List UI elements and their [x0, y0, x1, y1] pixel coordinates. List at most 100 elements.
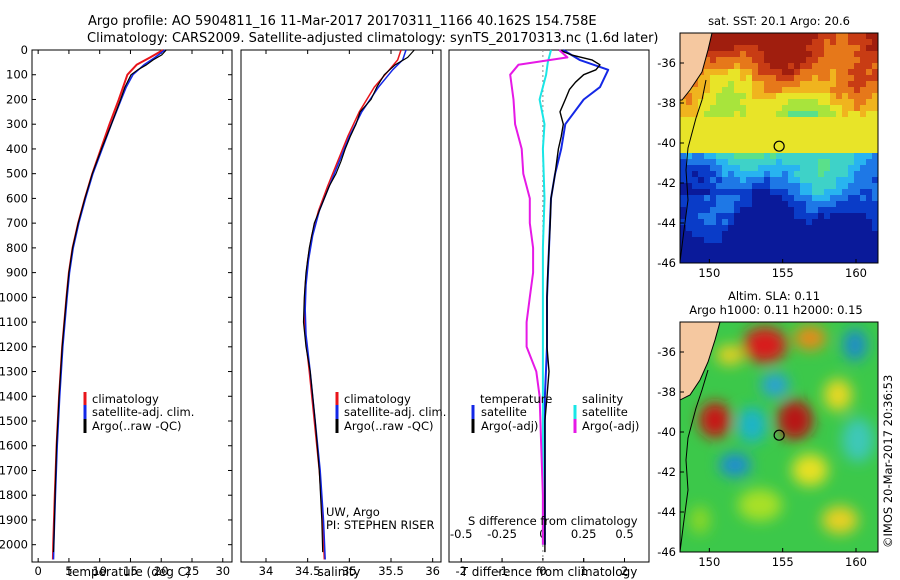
sst-cell	[818, 231, 824, 237]
sst-cell	[824, 219, 830, 225]
sst-cell	[788, 33, 794, 39]
sst-cell	[752, 189, 758, 195]
sst-cell	[866, 195, 872, 201]
sst-cell	[716, 219, 722, 225]
sst-cell	[818, 171, 824, 177]
sst-cell	[740, 159, 746, 165]
legend-label-s-satellite: satellite	[582, 405, 628, 419]
y-tick-label: 1600	[0, 439, 28, 453]
sst-cell	[806, 45, 812, 51]
sst-cell	[758, 135, 764, 141]
sst-cell	[830, 45, 836, 51]
sst-cell	[794, 153, 800, 159]
sst-cell	[800, 75, 806, 81]
sst-cell	[788, 153, 794, 159]
lat-tick-label: -46	[657, 545, 676, 559]
sst-cell	[788, 237, 794, 243]
sst-cell	[806, 57, 812, 63]
sst-cell	[758, 261, 764, 263]
sst-cell	[818, 117, 824, 123]
sst-cell	[848, 249, 854, 255]
sst-cell	[746, 153, 752, 159]
sst-cell	[698, 153, 704, 159]
sst-cell	[698, 165, 704, 171]
sst-cell	[746, 33, 752, 39]
sst-cell	[806, 207, 812, 213]
sst-cell	[698, 111, 704, 117]
sst-cell	[860, 147, 866, 153]
sst-cell	[776, 249, 782, 255]
sst-cell	[776, 99, 782, 105]
sst-cell	[818, 243, 824, 249]
sst-cell	[860, 201, 866, 207]
sst-cell	[716, 213, 722, 219]
x-tick-label: 30	[215, 564, 230, 578]
sst-cell	[788, 81, 794, 87]
sst-cell	[854, 45, 860, 51]
sst-cell	[842, 75, 848, 81]
sst-cell	[806, 81, 812, 87]
sst-cell	[740, 171, 746, 177]
sst-cell	[758, 171, 764, 177]
sst-cell	[758, 105, 764, 111]
sst-cell	[728, 261, 734, 263]
sst-cell	[722, 75, 728, 81]
sst-cell	[728, 33, 734, 39]
sst-cell	[716, 63, 722, 69]
sst-cell	[812, 135, 818, 141]
sst-cell	[716, 225, 722, 231]
sst-cell	[842, 159, 848, 165]
sst-cell	[776, 45, 782, 51]
sst-cell	[716, 189, 722, 195]
sst-cell	[830, 93, 836, 99]
sst-cell	[842, 129, 848, 135]
sst-cell	[782, 93, 788, 99]
sst-cell	[854, 231, 860, 237]
sst-cell	[740, 135, 746, 141]
sst-cell	[692, 201, 698, 207]
sst-cell	[794, 195, 800, 201]
y-tick-label: 1200	[0, 340, 28, 354]
sst-map-panel: sat. SST: 20.1 Argo: 20.6 150 155 160 -36 -3…	[657, 14, 879, 280]
sst-cell	[728, 105, 734, 111]
sst-cell	[770, 75, 776, 81]
sst-cell	[752, 129, 758, 135]
sst-cell	[818, 51, 824, 57]
sst-cell	[728, 201, 734, 207]
sst-cell	[770, 195, 776, 201]
s-tick-label: -0.5	[450, 527, 472, 541]
sst-cell	[746, 243, 752, 249]
sst-cell	[764, 219, 770, 225]
sst-cell	[848, 201, 854, 207]
sst-cell	[818, 255, 824, 261]
sst-cell	[746, 177, 752, 183]
sst-cell	[770, 135, 776, 141]
sst-cell	[800, 153, 806, 159]
sst-cell	[794, 231, 800, 237]
sst-cell	[836, 51, 842, 57]
sst-cell	[854, 93, 860, 99]
sst-cell	[872, 87, 878, 93]
sst-cell	[686, 105, 692, 111]
sst-cell	[782, 177, 788, 183]
sst-cell	[758, 111, 764, 117]
sst-cell	[788, 249, 794, 255]
sst-cell	[872, 135, 878, 141]
x-tick-label: 35.5	[378, 564, 404, 578]
sst-cell	[854, 63, 860, 69]
sst-cell	[692, 111, 698, 117]
sst-cell	[770, 111, 776, 117]
sst-cell	[764, 75, 770, 81]
sst-cell	[812, 207, 818, 213]
sst-cell	[836, 153, 842, 159]
sst-cell	[836, 81, 842, 87]
sst-cell	[830, 243, 836, 249]
sst-cell	[824, 213, 830, 219]
sst-cell	[716, 129, 722, 135]
sst-cell	[758, 147, 764, 153]
sst-cell	[848, 207, 854, 213]
sst-cell	[866, 189, 872, 195]
sst-cell	[686, 219, 692, 225]
sst-cell	[782, 39, 788, 45]
sst-cell	[782, 159, 788, 165]
